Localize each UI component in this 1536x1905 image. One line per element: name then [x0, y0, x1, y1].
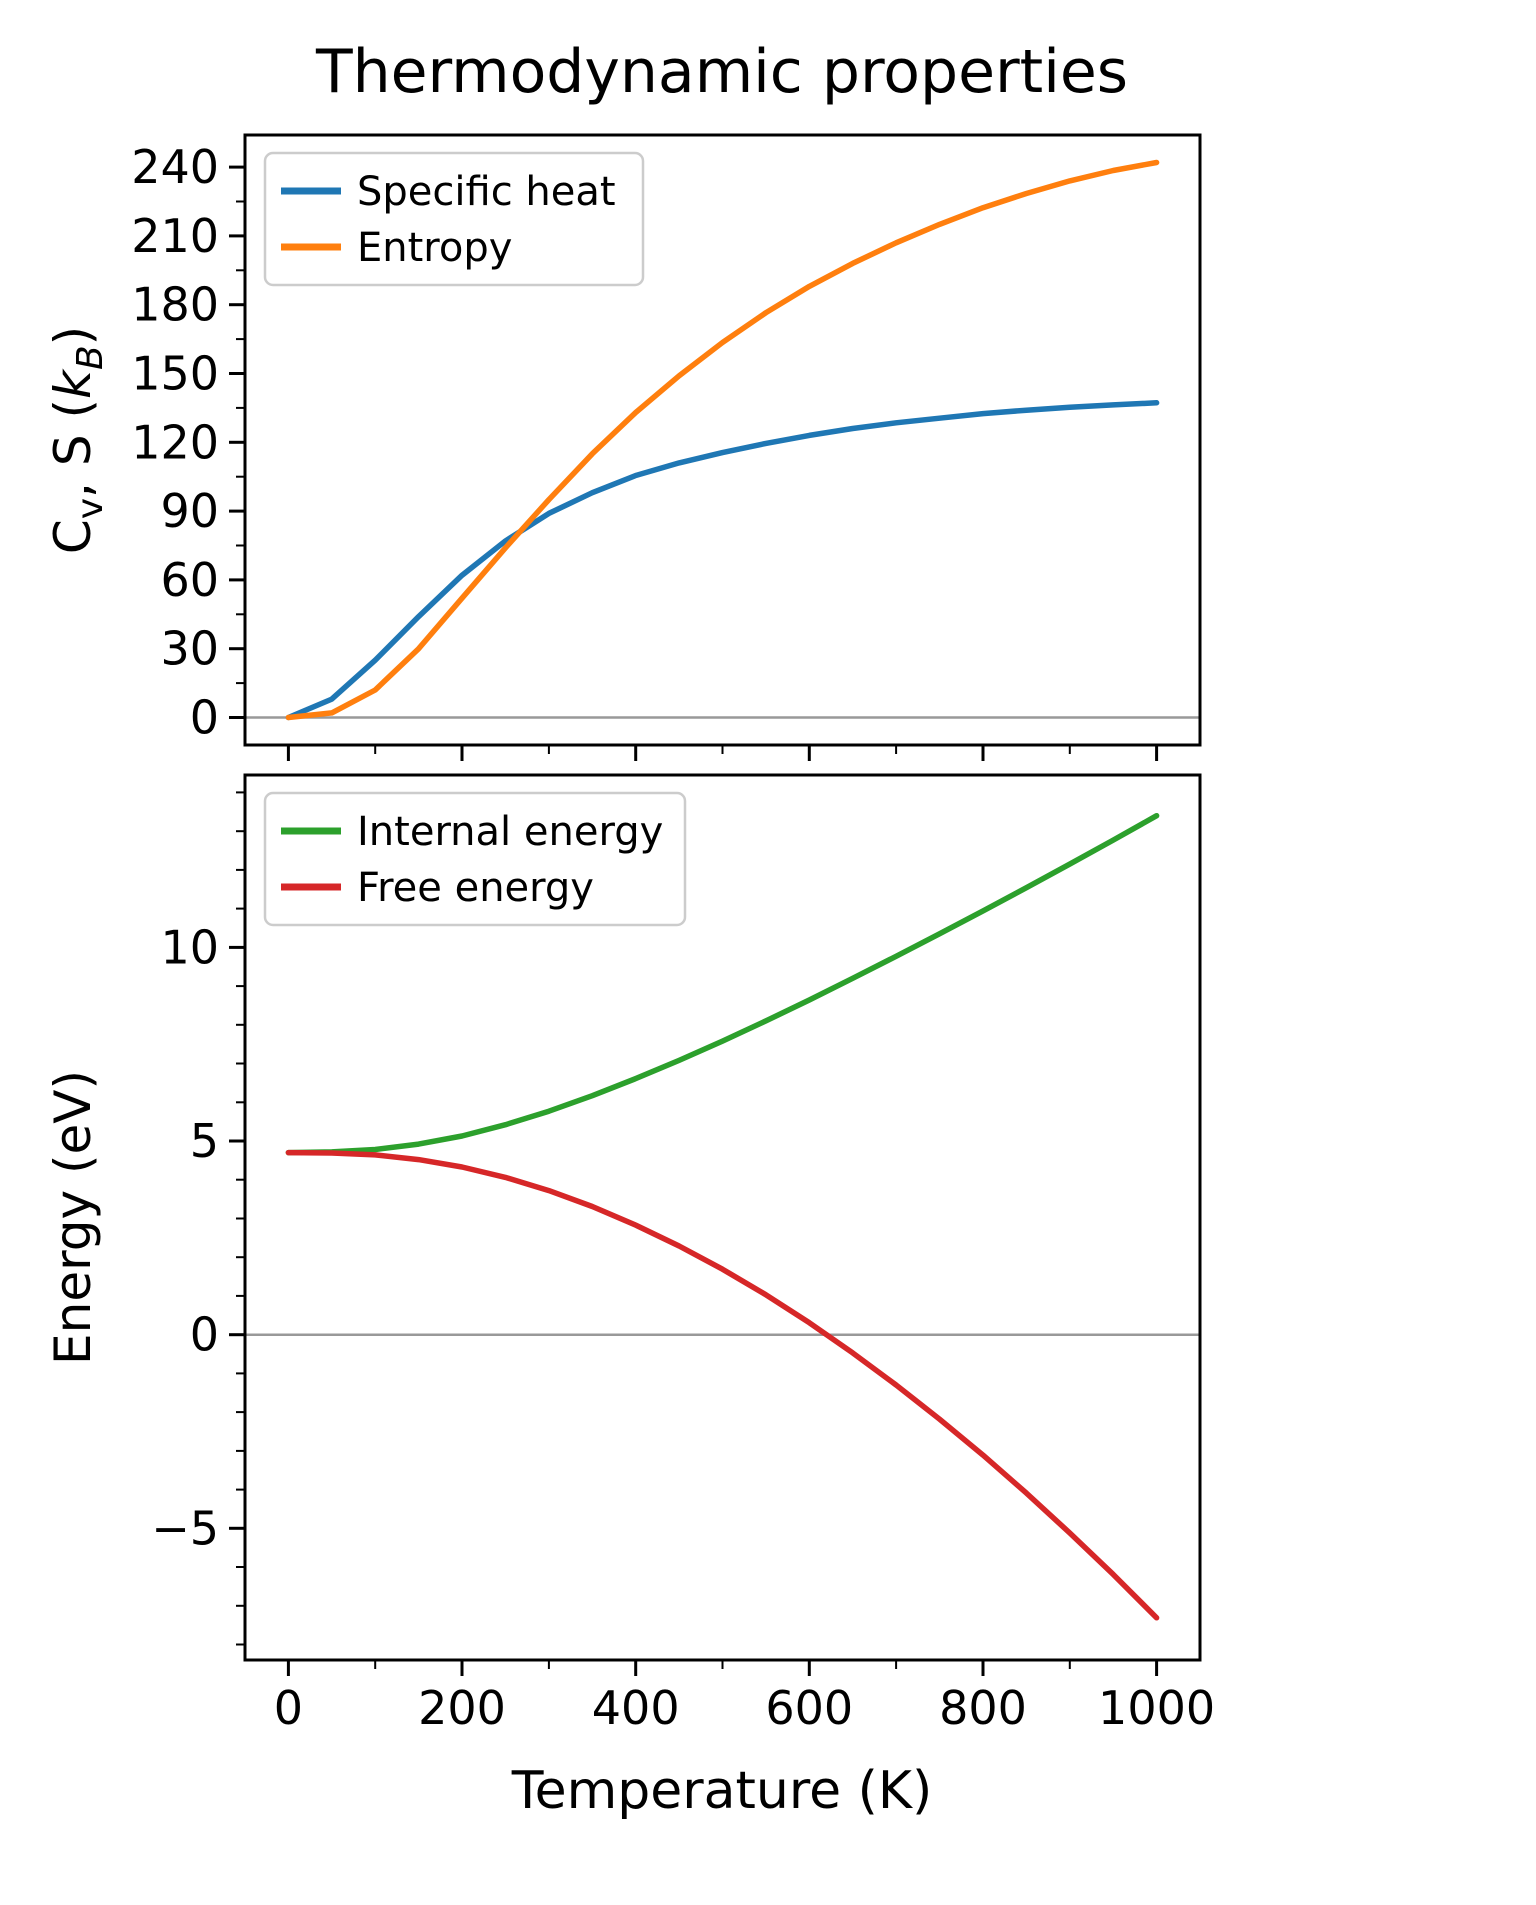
y-axis-label: Cv, S (kB) — [44, 326, 111, 554]
y-tick-label: 120 — [131, 415, 219, 469]
top-panel: 0 30 60 90 120 150 180 210 240 Cv, S (kB) Specific… — [44, 133, 1202, 761]
x-tick-label: 1000 — [1098, 1681, 1215, 1735]
y-axis-label: Energy (eV) — [44, 1070, 102, 1365]
legend-box — [263, 791, 687, 927]
legend-label: Free energy — [357, 865, 594, 911]
y-tick-label: 60 — [160, 553, 219, 607]
series-line-entropy — [285, 159, 1160, 721]
legend-box — [263, 151, 645, 287]
y-tick-label: 0 — [190, 691, 219, 745]
y-tick-label: 150 — [131, 347, 219, 401]
x-tick-label: 400 — [592, 1681, 680, 1735]
bottom-panel: 0 200 400 600 800 1000 −5 0 5 10 Energy (eV) Intern… — [44, 773, 1215, 1735]
x-tick-label: 0 — [274, 1681, 303, 1735]
y-tick-label: 10 — [160, 920, 219, 974]
y-tick-label: 0 — [190, 1308, 219, 1362]
x-axis-label: Temperature (K) — [511, 1761, 933, 1821]
y-tick-label: 210 — [131, 209, 219, 263]
y-tick-label: 5 — [190, 1114, 219, 1168]
y-tick-label: 240 — [131, 140, 219, 194]
x-tick-label: 200 — [418, 1681, 506, 1735]
y-tick-label: 30 — [160, 622, 219, 676]
y-tick-label: −5 — [151, 1501, 219, 1555]
series-line-specific_heat — [285, 400, 1160, 721]
y-tick-label: 90 — [160, 484, 219, 538]
figure-title: Thermodynamic properties — [315, 37, 1128, 107]
series-line-free_energy — [285, 1149, 1160, 1621]
series-line-internal_energy — [285, 812, 1160, 1156]
legend-label: Entropy — [357, 225, 512, 271]
y-tick-label: 180 — [131, 278, 219, 332]
x-tick-label: 800 — [939, 1681, 1027, 1735]
x-tick-label: 600 — [765, 1681, 853, 1735]
legend-label: Internal energy — [357, 809, 663, 855]
legend-label: Specific heat — [357, 169, 616, 215]
